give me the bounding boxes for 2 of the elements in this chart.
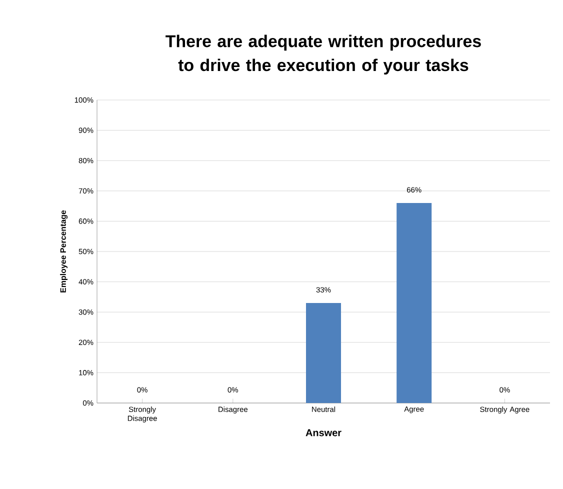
x-axis-title: Answer — [306, 429, 342, 436]
chart-title: There are adequate written procedures to drive the execution of your tasks — [166, 34, 481, 74]
